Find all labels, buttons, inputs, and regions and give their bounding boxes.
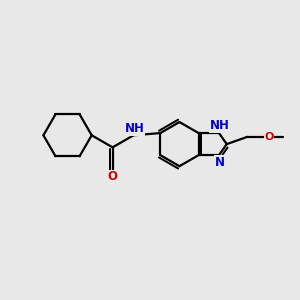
Text: N: N: [215, 156, 225, 169]
Text: O: O: [108, 170, 118, 183]
Text: NH: NH: [124, 122, 144, 135]
Text: O: O: [264, 132, 274, 142]
Text: NH: NH: [210, 119, 230, 132]
